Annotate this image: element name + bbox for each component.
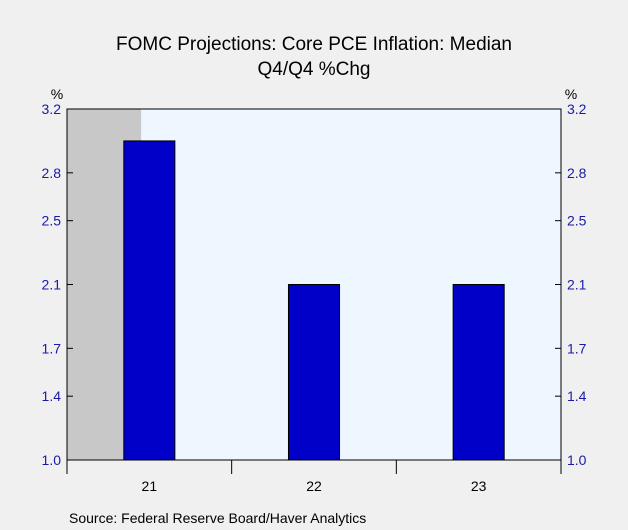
y-tick-label-right: 2.8 <box>567 165 587 181</box>
y-unit-left: % <box>51 86 63 102</box>
x-tick-label-23: 23 <box>471 478 487 494</box>
y-tick-label-left: 2.1 <box>42 277 62 293</box>
x-tick-label-22: 22 <box>306 478 322 494</box>
bar-23 <box>452 284 505 461</box>
source-note: Source: Federal Reserve Board/Haver Anal… <box>69 510 366 526</box>
bar-21 <box>123 140 176 461</box>
y-tick-label-left: 1.0 <box>42 452 62 468</box>
bar-22 <box>287 284 341 461</box>
y-tick-label-right: 2.1 <box>567 277 587 293</box>
chart-title: FOMC Projections: Core PCE Inflation: Me… <box>116 34 512 55</box>
y-tick-label-left: 2.5 <box>42 213 62 229</box>
y-unit-right: % <box>565 86 577 102</box>
x-tick-label-21: 21 <box>142 478 158 494</box>
y-tick-label-left: 2.8 <box>42 165 62 181</box>
y-tick-label-right: 1.0 <box>567 452 587 468</box>
y-tick-label-left: 3.2 <box>42 101 62 117</box>
y-tick-label-left: 1.4 <box>42 388 62 404</box>
y-tick-label-right: 2.5 <box>567 213 587 229</box>
y-tick-label-right: 3.2 <box>567 101 587 117</box>
chart-subtitle: Q4/Q4 %Chg <box>258 59 371 80</box>
y-tick-label-left: 1.7 <box>42 340 62 356</box>
y-tick-label-right: 1.4 <box>567 388 587 404</box>
y-tick-label-right: 1.7 <box>567 340 587 356</box>
